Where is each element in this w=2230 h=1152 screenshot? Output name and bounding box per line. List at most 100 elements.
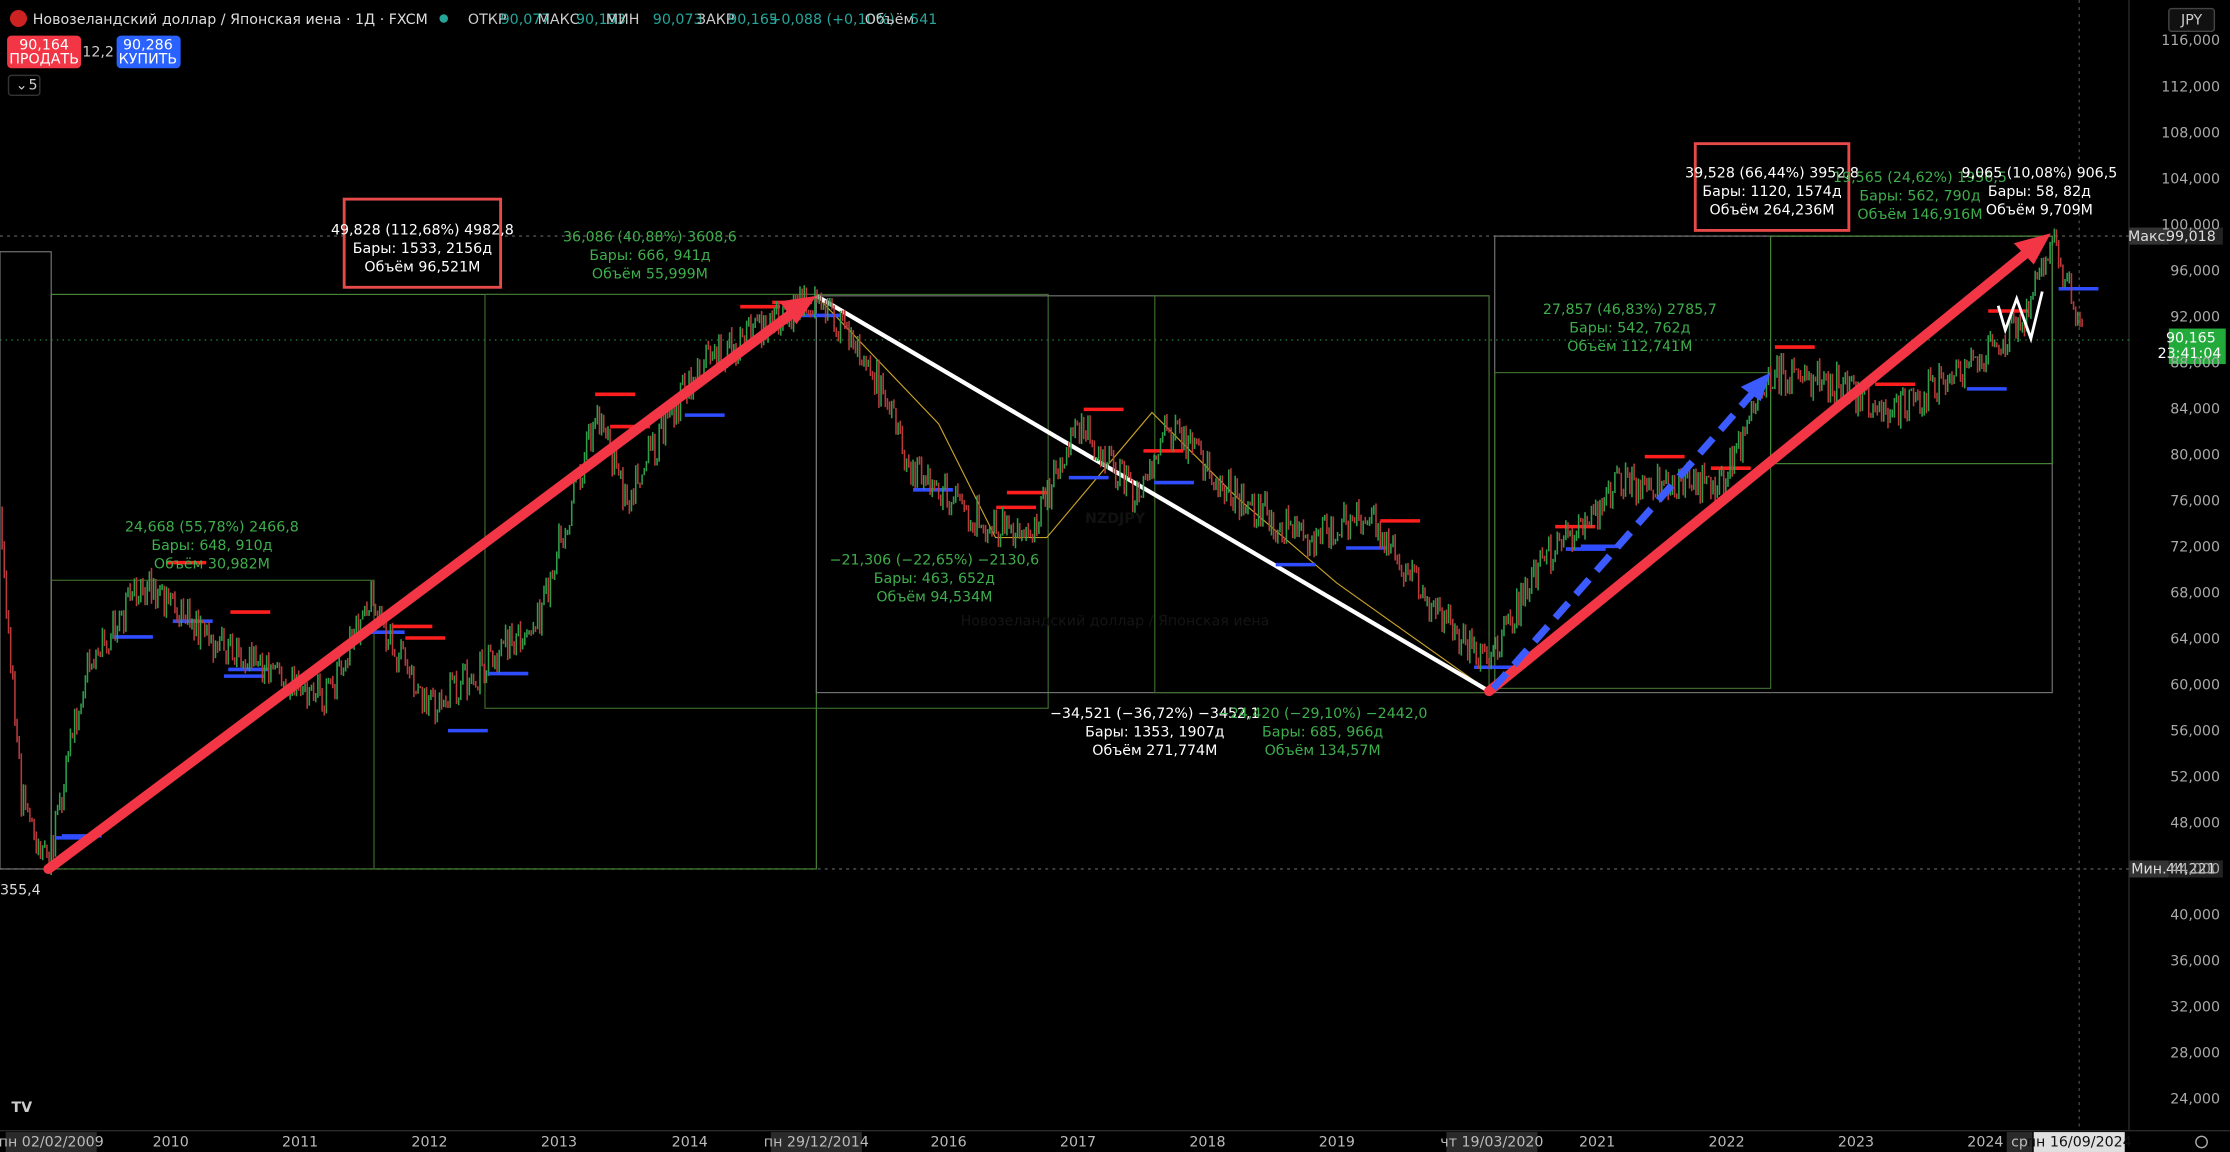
price-tick-label: 48,000 bbox=[2170, 815, 2220, 831]
price-tick-label: 32,000 bbox=[2170, 999, 2220, 1015]
measurement-text: Бары: 1120, 1574д bbox=[1702, 184, 1841, 200]
price-tick-label: 68,000 bbox=[2170, 585, 2220, 601]
time-tick-label: 2010 bbox=[153, 1135, 189, 1151]
measurement-text: Объём 146,916M bbox=[1857, 207, 1982, 223]
price-tick-label: 92,000 bbox=[2170, 309, 2220, 325]
measurement-text: Объём 30,982M bbox=[154, 557, 270, 573]
measurement-text: 36,086 (40,88%) 3608,6 bbox=[563, 230, 737, 246]
min-tag-label: Мин. bbox=[2131, 862, 2166, 878]
time-label-bg bbox=[770, 1132, 862, 1152]
low-label: 355,4 bbox=[0, 882, 41, 898]
price-tick-label: 80,000 bbox=[2170, 447, 2220, 463]
max-tag-bg bbox=[2129, 227, 2169, 245]
ohlc-field: МИН bbox=[606, 12, 640, 28]
arrow-head bbox=[779, 295, 817, 325]
price-tick-label: 40,000 bbox=[2170, 907, 2220, 923]
measurement-text: Бары: 666, 941д bbox=[589, 248, 710, 264]
measurement-text: Объём 134,57M bbox=[1265, 743, 1381, 759]
measurement-text: Объём 55,999M bbox=[592, 266, 708, 282]
arrow bbox=[43, 300, 808, 874]
indicators-count[interactable]: 5 bbox=[28, 77, 37, 93]
sell-label[interactable]: ПРОДАТЬ bbox=[9, 52, 79, 68]
sell-price[interactable]: 90,164 bbox=[19, 38, 69, 54]
measurement-text: −34,521 (−36,72%) −3452,1 bbox=[1050, 706, 1260, 722]
measurement-text: 24,668 (55,78%) 2466,8 bbox=[125, 520, 299, 536]
price-tick-label: 104,000 bbox=[2161, 171, 2220, 187]
symbol-icon bbox=[9, 9, 28, 28]
time-tick-label: 2023 bbox=[1838, 1135, 1874, 1151]
ohlc-field: +0,088 (+0,10%) bbox=[769, 12, 894, 28]
range-box bbox=[1770, 235, 2053, 465]
settings-icon[interactable] bbox=[2195, 1135, 2208, 1149]
measurement-text: 39,528 (66,44%) 3952,8 bbox=[1685, 166, 1859, 182]
ohlc-field: МАКС bbox=[538, 12, 580, 28]
range-box bbox=[0, 251, 52, 870]
price-tick-label: 24,000 bbox=[2170, 1091, 2220, 1107]
market-status bbox=[439, 14, 448, 23]
price-tick-label: 116,000 bbox=[2161, 33, 2220, 49]
tv-logo[interactable]: TV bbox=[11, 1100, 32, 1116]
ohlc-field: 541 bbox=[910, 12, 937, 28]
currency-button[interactable] bbox=[2168, 7, 2216, 33]
indicators-toggle[interactable] bbox=[7, 74, 41, 97]
buy-label[interactable]: КУПИТЬ bbox=[119, 52, 178, 68]
time-label-bg bbox=[2006, 1132, 2033, 1152]
measurement-text: 49,828 (112,68%) 4982,8 bbox=[331, 222, 514, 238]
max-tag-bg bbox=[2168, 227, 2223, 245]
chevron: ⌄ bbox=[16, 77, 28, 93]
price-tick-label: 84,000 bbox=[2170, 401, 2220, 417]
price-tick-label: 60,000 bbox=[2170, 677, 2220, 693]
price-tick-label: 88,000 bbox=[2170, 355, 2220, 371]
time-label-bg bbox=[5, 1132, 97, 1152]
measurement-text: Объём 264,236M bbox=[1710, 202, 1835, 218]
zigzag bbox=[815, 295, 1490, 692]
annotation-box bbox=[1693, 142, 1851, 232]
buy-price[interactable]: 90,286 bbox=[123, 38, 173, 54]
time-tick-label: 2022 bbox=[1708, 1135, 1744, 1151]
price-tick-label: 44,000 bbox=[2170, 861, 2220, 877]
measurement-text: Бары: 1353, 1907д bbox=[1085, 724, 1224, 740]
time-tick-label: 2016 bbox=[931, 1135, 967, 1151]
sell-button[interactable] bbox=[7, 35, 82, 69]
measurement-text: 9,065 (10,08%) 906,5 bbox=[1962, 166, 2118, 182]
buy-button[interactable] bbox=[116, 35, 181, 69]
zigzag bbox=[1996, 291, 2044, 344]
price-tick-label: 56,000 bbox=[2170, 723, 2220, 739]
price-tick-label: 112,000 bbox=[2161, 79, 2220, 95]
measurement-text: Бары: 562, 790д bbox=[1859, 188, 1980, 204]
symbol-title[interactable]: Новозеландский доллар / Японская иена · … bbox=[33, 12, 428, 28]
ohlc-field: 90,073 bbox=[653, 12, 703, 28]
watermark-ticker: NZDJPY bbox=[1085, 511, 1146, 527]
measurement-text: −24,420 (−29,10%) −2442,0 bbox=[1218, 706, 1428, 722]
last-price: 90,165 bbox=[2166, 330, 2216, 346]
time-tick-label: ср bbox=[2011, 1135, 2028, 1151]
max-tag-value: 99,018 bbox=[2166, 229, 2216, 245]
time-label-bg bbox=[2033, 1132, 2125, 1152]
measurement-text: Бары: 685, 966д bbox=[1262, 724, 1383, 740]
measurement-text: Объём 112,741M bbox=[1567, 339, 1692, 355]
annotation-box bbox=[342, 197, 503, 289]
price-tick-label: 64,000 bbox=[2170, 631, 2220, 647]
measurement-text: Объём 271,774M bbox=[1092, 743, 1217, 759]
measurement-text: Бары: 648, 910д bbox=[151, 538, 272, 554]
time-tick-label: 2013 bbox=[541, 1135, 577, 1151]
time-tick-label: 2011 bbox=[282, 1135, 318, 1151]
measurement-text: Бары: 58, 82д bbox=[1988, 184, 2091, 200]
price-tick-label: 36,000 bbox=[2170, 953, 2220, 969]
currency[interactable]: JPY bbox=[2180, 13, 2202, 29]
arrow-head bbox=[2013, 233, 2051, 265]
time-tick-label: 2024 bbox=[1967, 1135, 2003, 1151]
ohlc-field: ОТКР bbox=[468, 12, 507, 28]
time-tick-label: 2012 bbox=[411, 1135, 447, 1151]
time-tick-label: пн 02/02/2009 bbox=[0, 1135, 104, 1151]
max-tag-label: Макс. bbox=[2128, 229, 2170, 245]
time-tick-label: 2021 bbox=[1579, 1135, 1615, 1151]
price-tick-label: 96,000 bbox=[2170, 263, 2220, 279]
arrow bbox=[1484, 239, 2042, 697]
measurements: 49,828 (112,68%) 4982,8 Бары: 1533, 2156д… bbox=[125, 142, 2118, 759]
arrow bbox=[1490, 381, 1764, 691]
measurement-text: Объём 9,709M bbox=[1986, 202, 2093, 218]
ohlc-field: 90,193 bbox=[576, 12, 626, 28]
